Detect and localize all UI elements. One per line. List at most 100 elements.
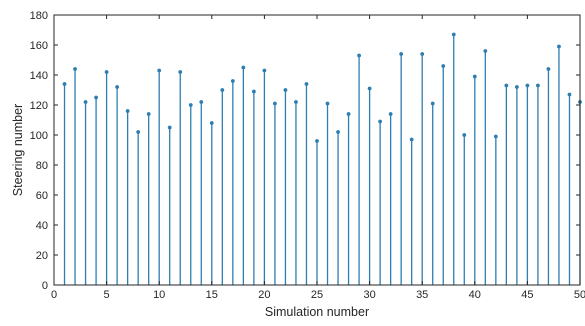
stem-marker — [567, 92, 572, 97]
stem-marker — [220, 88, 225, 92]
stem-marker — [136, 130, 141, 134]
stem-8 — [136, 130, 141, 285]
stem-23 — [294, 100, 298, 285]
x-tick-label: 15 — [206, 289, 218, 301]
stem-marker — [146, 112, 151, 116]
stem-27 — [336, 130, 340, 285]
stem-48 — [557, 44, 561, 285]
stem-marker — [62, 82, 67, 86]
stem-12 — [178, 70, 183, 285]
x-tick-label: 10 — [153, 289, 165, 301]
stem-33 — [399, 52, 404, 285]
stem-29 — [357, 53, 361, 285]
stem-15 — [209, 121, 214, 285]
stem-marker — [367, 86, 372, 91]
stem-17 — [230, 79, 235, 285]
stem-marker — [209, 121, 214, 125]
stem-marker — [514, 85, 519, 89]
stem-marker — [462, 133, 467, 137]
stem-marker — [546, 67, 551, 71]
stem-18 — [241, 65, 246, 285]
stem-marker — [525, 83, 530, 88]
stem-13 — [188, 103, 193, 285]
stem-36 — [430, 101, 435, 285]
stem-20 — [262, 68, 267, 285]
stem-marker — [441, 64, 446, 68]
stem-marker — [378, 119, 383, 124]
stem-marker — [199, 100, 204, 104]
stem-25 — [315, 139, 319, 285]
stem-14 — [199, 100, 204, 285]
stem-3 — [83, 100, 88, 285]
stem-34 — [409, 137, 414, 285]
y-tick-label: 160 — [30, 40, 48, 52]
stem-marker — [251, 89, 256, 94]
stem-marker — [241, 65, 246, 70]
x-tick-label: 40 — [469, 289, 481, 301]
stem-32 — [388, 112, 393, 285]
y-tick-label: 40 — [36, 220, 48, 232]
stem-marker — [178, 70, 183, 74]
stem-marker — [230, 79, 235, 83]
stem-marker — [430, 101, 435, 106]
y-axis-ticks: 0 20 40 60 80 100 120 140 160 180 — [30, 10, 580, 292]
stem-marker — [115, 85, 120, 89]
stem-series — [62, 32, 582, 285]
stem-42 — [493, 134, 498, 285]
stem-11 — [167, 125, 172, 285]
x-tick-label: 35 — [416, 289, 428, 301]
stem-31 — [378, 119, 383, 285]
stem-2 — [73, 67, 77, 285]
y-tick-label: 140 — [30, 70, 48, 82]
stem-marker — [493, 134, 498, 139]
stem-marker — [336, 130, 340, 134]
stem-marker — [504, 83, 509, 88]
stem-marker — [315, 139, 319, 143]
plot-area — [53, 14, 582, 286]
stem-49 — [567, 92, 572, 285]
stem-marker — [73, 67, 77, 71]
stem-47 — [546, 67, 551, 285]
stem-30 — [367, 86, 372, 285]
stem-37 — [441, 64, 446, 285]
y-tick-label: 100 — [30, 130, 48, 142]
stem-45 — [525, 83, 530, 285]
stem-marker — [262, 68, 267, 73]
stem-marker — [104, 70, 109, 74]
stem-1 — [62, 82, 67, 285]
x-tick-label: 25 — [311, 289, 323, 301]
stem-35 — [420, 52, 425, 285]
stem-marker — [388, 112, 393, 116]
stem-44 — [514, 85, 519, 285]
stem-10 — [157, 68, 162, 285]
x-tick-label: 30 — [363, 289, 375, 301]
stem-marker — [357, 53, 361, 58]
stem-26 — [325, 101, 330, 285]
y-tick-label: 20 — [36, 250, 48, 262]
stem-marker — [125, 109, 130, 113]
y-tick-label: 0 — [42, 280, 48, 292]
stem-marker — [167, 125, 172, 130]
stem-9 — [146, 112, 151, 285]
y-tick-label: 120 — [30, 100, 48, 112]
stem-39 — [462, 133, 467, 285]
stem-marker — [188, 103, 193, 107]
stem-43 — [504, 83, 509, 285]
stem-marker — [472, 74, 477, 79]
stem-19 — [251, 89, 256, 285]
y-tick-label: 180 — [30, 10, 48, 22]
stem-marker — [536, 83, 540, 88]
stem-6 — [115, 85, 120, 285]
x-axis-ticks: 0 5 10 15 20 25 30 35 40 45 50 — [51, 15, 585, 301]
x-axis-label: Simulation number — [265, 305, 369, 319]
stem-16 — [220, 88, 225, 285]
stem-38 — [451, 32, 456, 285]
stem-24 — [304, 82, 309, 285]
x-tick-label: 45 — [521, 289, 533, 301]
y-tick-label: 60 — [36, 190, 48, 202]
stem-4 — [94, 95, 98, 285]
stem-marker — [304, 82, 309, 86]
stem-41 — [483, 49, 488, 285]
stem-marker — [325, 101, 330, 106]
